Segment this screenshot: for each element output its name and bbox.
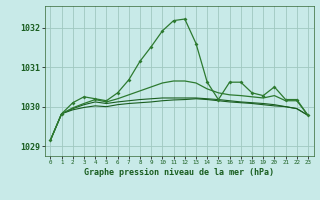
X-axis label: Graphe pression niveau de la mer (hPa): Graphe pression niveau de la mer (hPa) (84, 168, 274, 177)
